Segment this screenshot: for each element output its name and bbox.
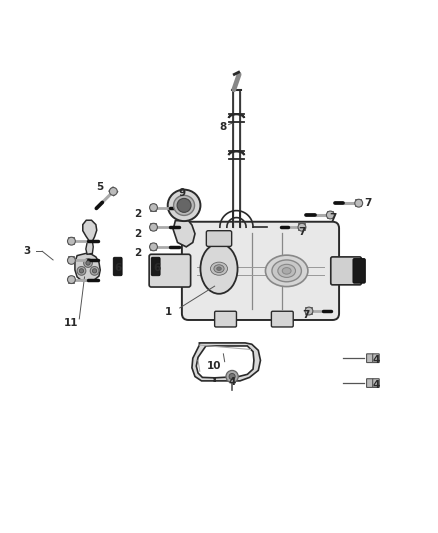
Circle shape	[84, 259, 92, 268]
Circle shape	[92, 269, 97, 273]
Circle shape	[86, 261, 90, 265]
Text: 6: 6	[153, 263, 161, 273]
Text: 11: 11	[64, 318, 79, 328]
Circle shape	[305, 307, 313, 315]
Polygon shape	[83, 220, 97, 243]
Circle shape	[150, 223, 157, 231]
FancyBboxPatch shape	[215, 311, 237, 327]
Text: 3: 3	[23, 246, 31, 256]
Text: 4: 4	[372, 380, 380, 390]
Circle shape	[355, 199, 363, 207]
Circle shape	[298, 223, 306, 231]
Circle shape	[177, 198, 191, 212]
Circle shape	[90, 266, 99, 275]
Ellipse shape	[211, 262, 227, 275]
Circle shape	[67, 256, 75, 264]
Text: 2: 2	[134, 229, 142, 239]
Text: 7: 7	[298, 228, 306, 237]
Text: 5: 5	[97, 182, 104, 191]
Circle shape	[77, 266, 86, 275]
Circle shape	[226, 370, 238, 383]
Text: 7: 7	[330, 213, 337, 223]
Circle shape	[150, 204, 157, 212]
Ellipse shape	[201, 244, 237, 294]
Text: 10: 10	[206, 361, 221, 371]
FancyBboxPatch shape	[373, 379, 379, 387]
FancyBboxPatch shape	[149, 254, 191, 287]
FancyBboxPatch shape	[272, 311, 293, 327]
FancyBboxPatch shape	[182, 222, 339, 320]
Text: 6: 6	[114, 263, 121, 273]
FancyBboxPatch shape	[367, 379, 373, 387]
Polygon shape	[75, 253, 100, 281]
Circle shape	[67, 237, 75, 245]
FancyBboxPatch shape	[331, 257, 361, 285]
Ellipse shape	[265, 255, 308, 287]
FancyBboxPatch shape	[367, 354, 373, 362]
Ellipse shape	[173, 195, 194, 215]
Text: 4: 4	[228, 377, 236, 387]
Ellipse shape	[282, 268, 291, 274]
FancyBboxPatch shape	[353, 259, 365, 283]
Polygon shape	[173, 221, 195, 247]
Polygon shape	[192, 343, 261, 381]
Circle shape	[110, 188, 117, 195]
Circle shape	[150, 243, 157, 251]
Text: 2: 2	[134, 248, 142, 259]
Ellipse shape	[168, 190, 201, 221]
Text: 8: 8	[220, 122, 227, 132]
Circle shape	[79, 269, 84, 273]
Text: 7: 7	[364, 198, 371, 208]
FancyBboxPatch shape	[151, 257, 160, 276]
FancyBboxPatch shape	[373, 354, 379, 362]
Ellipse shape	[278, 264, 296, 277]
Text: 2: 2	[134, 209, 142, 219]
Circle shape	[67, 276, 75, 284]
FancyBboxPatch shape	[206, 231, 232, 246]
Text: 4: 4	[372, 356, 380, 365]
Text: 1: 1	[165, 308, 173, 317]
Circle shape	[326, 211, 334, 219]
Text: 7: 7	[303, 310, 310, 320]
Ellipse shape	[214, 265, 224, 272]
FancyBboxPatch shape	[113, 257, 122, 276]
Ellipse shape	[217, 267, 221, 270]
Ellipse shape	[272, 260, 301, 282]
Text: 9: 9	[178, 188, 185, 198]
Circle shape	[229, 374, 235, 379]
Polygon shape	[86, 241, 93, 254]
